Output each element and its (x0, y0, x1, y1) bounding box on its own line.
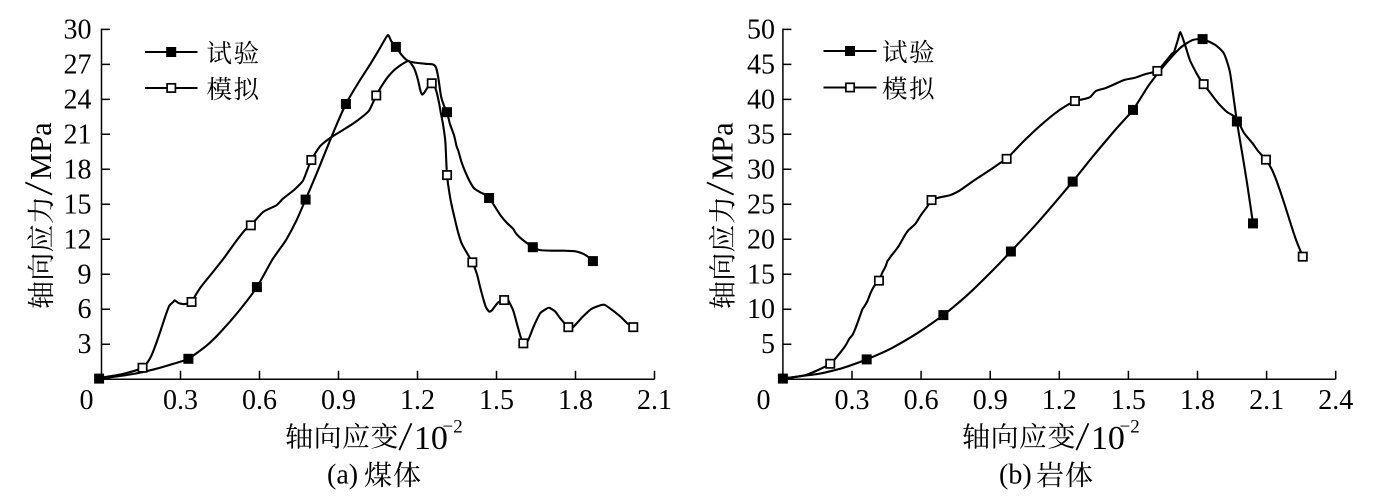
svg-text:0.6: 0.6 (242, 385, 277, 416)
svg-text:1.5: 1.5 (1111, 385, 1146, 416)
svg-text:(b): (b) (999, 460, 1032, 491)
svg-text:10: 10 (747, 294, 775, 325)
svg-text:30: 30 (747, 154, 775, 185)
svg-text:0.9: 0.9 (973, 385, 1008, 416)
svg-text:−2: −2 (1120, 416, 1140, 437)
svg-text:27: 27 (64, 49, 92, 80)
svg-text:45: 45 (747, 49, 775, 80)
svg-text:2.4: 2.4 (1318, 385, 1353, 416)
svg-text:6: 6 (78, 294, 92, 325)
svg-text:0.6: 0.6 (904, 385, 939, 416)
svg-text:3: 3 (78, 329, 92, 360)
svg-text:1.2: 1.2 (1042, 385, 1077, 416)
svg-text:5: 5 (761, 329, 775, 360)
svg-text:12: 12 (64, 224, 92, 255)
svg-text:40: 40 (747, 84, 775, 115)
svg-text:0: 0 (757, 385, 771, 416)
svg-text:20: 20 (747, 224, 775, 255)
svg-text:0: 0 (80, 385, 94, 416)
svg-text:10: 10 (414, 420, 448, 457)
svg-text:0.9: 0.9 (321, 385, 356, 416)
svg-text:1.8: 1.8 (1180, 385, 1215, 416)
svg-text:10: 10 (1091, 420, 1125, 457)
svg-text:0.3: 0.3 (835, 385, 870, 416)
svg-text:25: 25 (747, 189, 775, 220)
svg-text:35: 35 (747, 119, 775, 150)
svg-text:15: 15 (64, 189, 92, 220)
svg-text:MPa: MPa (706, 122, 740, 180)
svg-text:24: 24 (64, 84, 92, 115)
svg-text:21: 21 (64, 119, 92, 150)
svg-text:1.8: 1.8 (558, 385, 593, 416)
svg-text:18: 18 (64, 154, 92, 185)
svg-text:30: 30 (64, 14, 92, 45)
svg-text:15: 15 (747, 259, 775, 290)
svg-text:9: 9 (78, 259, 92, 290)
svg-text:MPa: MPa (24, 122, 58, 180)
svg-text:(a): (a) (327, 460, 358, 491)
svg-text:2.1: 2.1 (1249, 385, 1284, 416)
svg-text:2.1: 2.1 (637, 385, 672, 416)
svg-text:1.5: 1.5 (479, 385, 514, 416)
svg-text:−2: −2 (443, 416, 463, 437)
svg-text:50: 50 (747, 14, 775, 45)
svg-text:1.2: 1.2 (400, 385, 435, 416)
svg-text:0.3: 0.3 (163, 385, 198, 416)
